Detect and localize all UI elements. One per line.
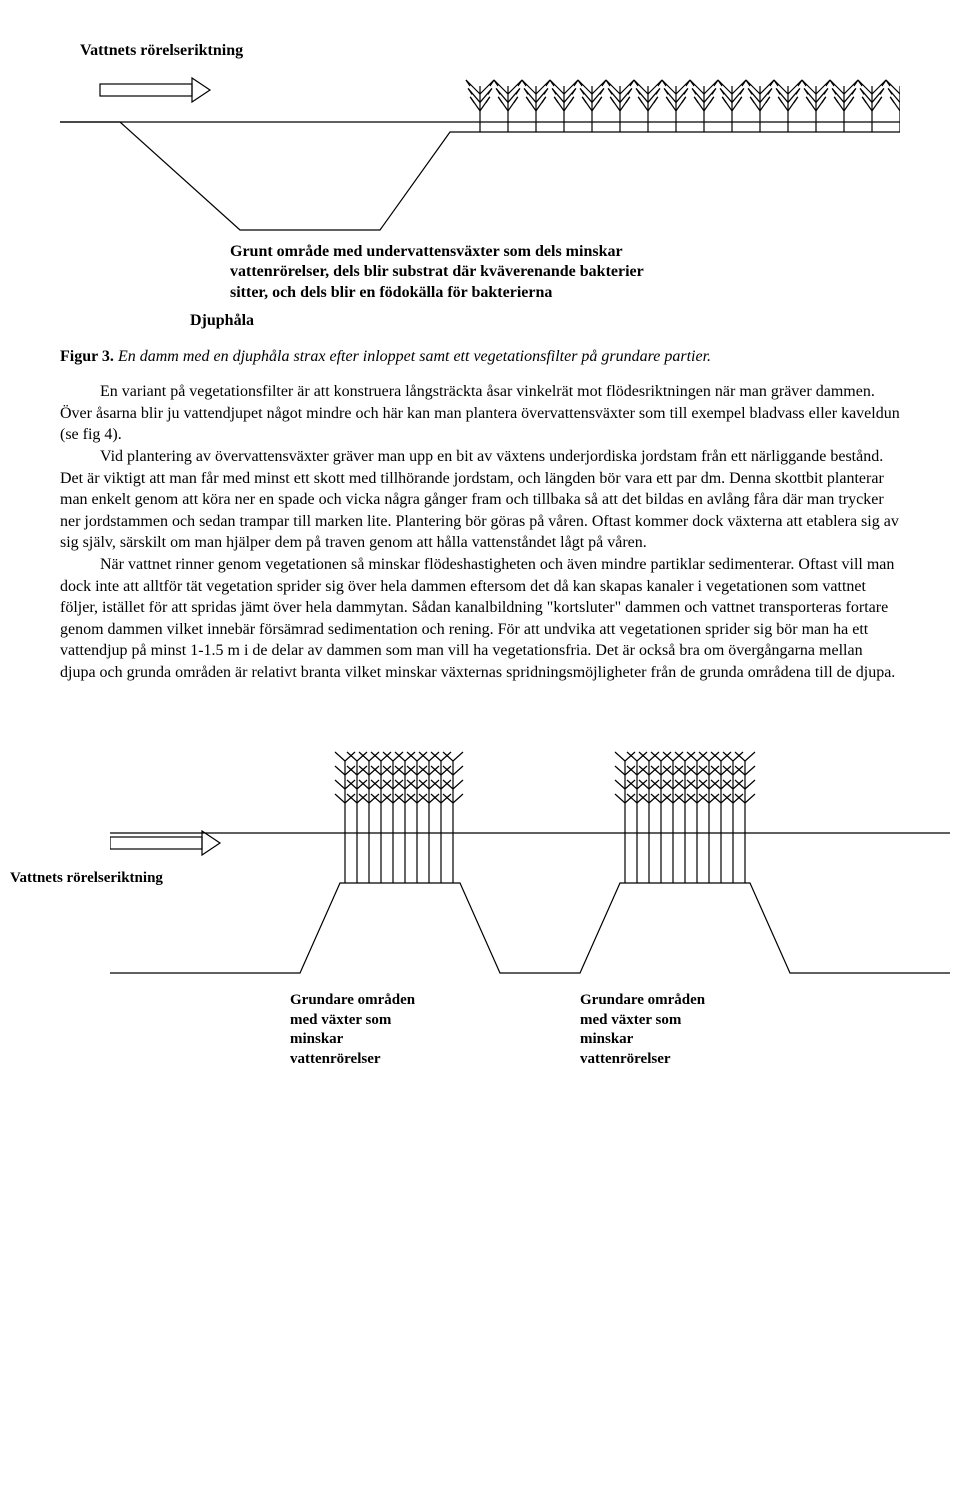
figure-3-caption-label: Figur 3. bbox=[60, 348, 114, 365]
figure-3-annotation-block: Grunt område med undervattensväxter som … bbox=[60, 242, 900, 304]
figure-4-ridge-labels: Grundare områden med växter som minskar … bbox=[290, 991, 900, 1069]
figure-3-caption: Figur 3. En damm med en djuphåla strax e… bbox=[60, 346, 900, 368]
figure-3-svg bbox=[60, 70, 900, 240]
body-text: En variant på vegetationsfilter är att k… bbox=[60, 381, 900, 683]
paragraph-2: Vid plantering av övervattensväxter gräv… bbox=[60, 446, 900, 554]
shallow-area-annotation: Grunt område med undervattensväxter som … bbox=[230, 242, 670, 304]
ridge-label-2: Grundare områden med växter som minskar … bbox=[580, 991, 720, 1069]
figure-4: Vattnets rörelseriktning Grundare område… bbox=[60, 713, 900, 1069]
flow-direction-label-top: Vattnets rörelseriktning bbox=[80, 40, 900, 62]
deep-hole-label: Djuphåla bbox=[190, 310, 900, 332]
figure-4-svg bbox=[110, 713, 950, 983]
ridge-label-1: Grundare områden med växter som minskar … bbox=[290, 991, 430, 1069]
paragraph-3: När vattnet rinner genom vegetationen så… bbox=[60, 554, 900, 684]
figure-3-caption-text: En damm med en djuphåla strax efter inlo… bbox=[118, 348, 711, 365]
paragraph-1: En variant på vegetationsfilter är att k… bbox=[60, 381, 900, 446]
flow-direction-label-bottom: Vattnets rörelseriktning bbox=[10, 868, 163, 888]
figure-3 bbox=[60, 70, 900, 240]
